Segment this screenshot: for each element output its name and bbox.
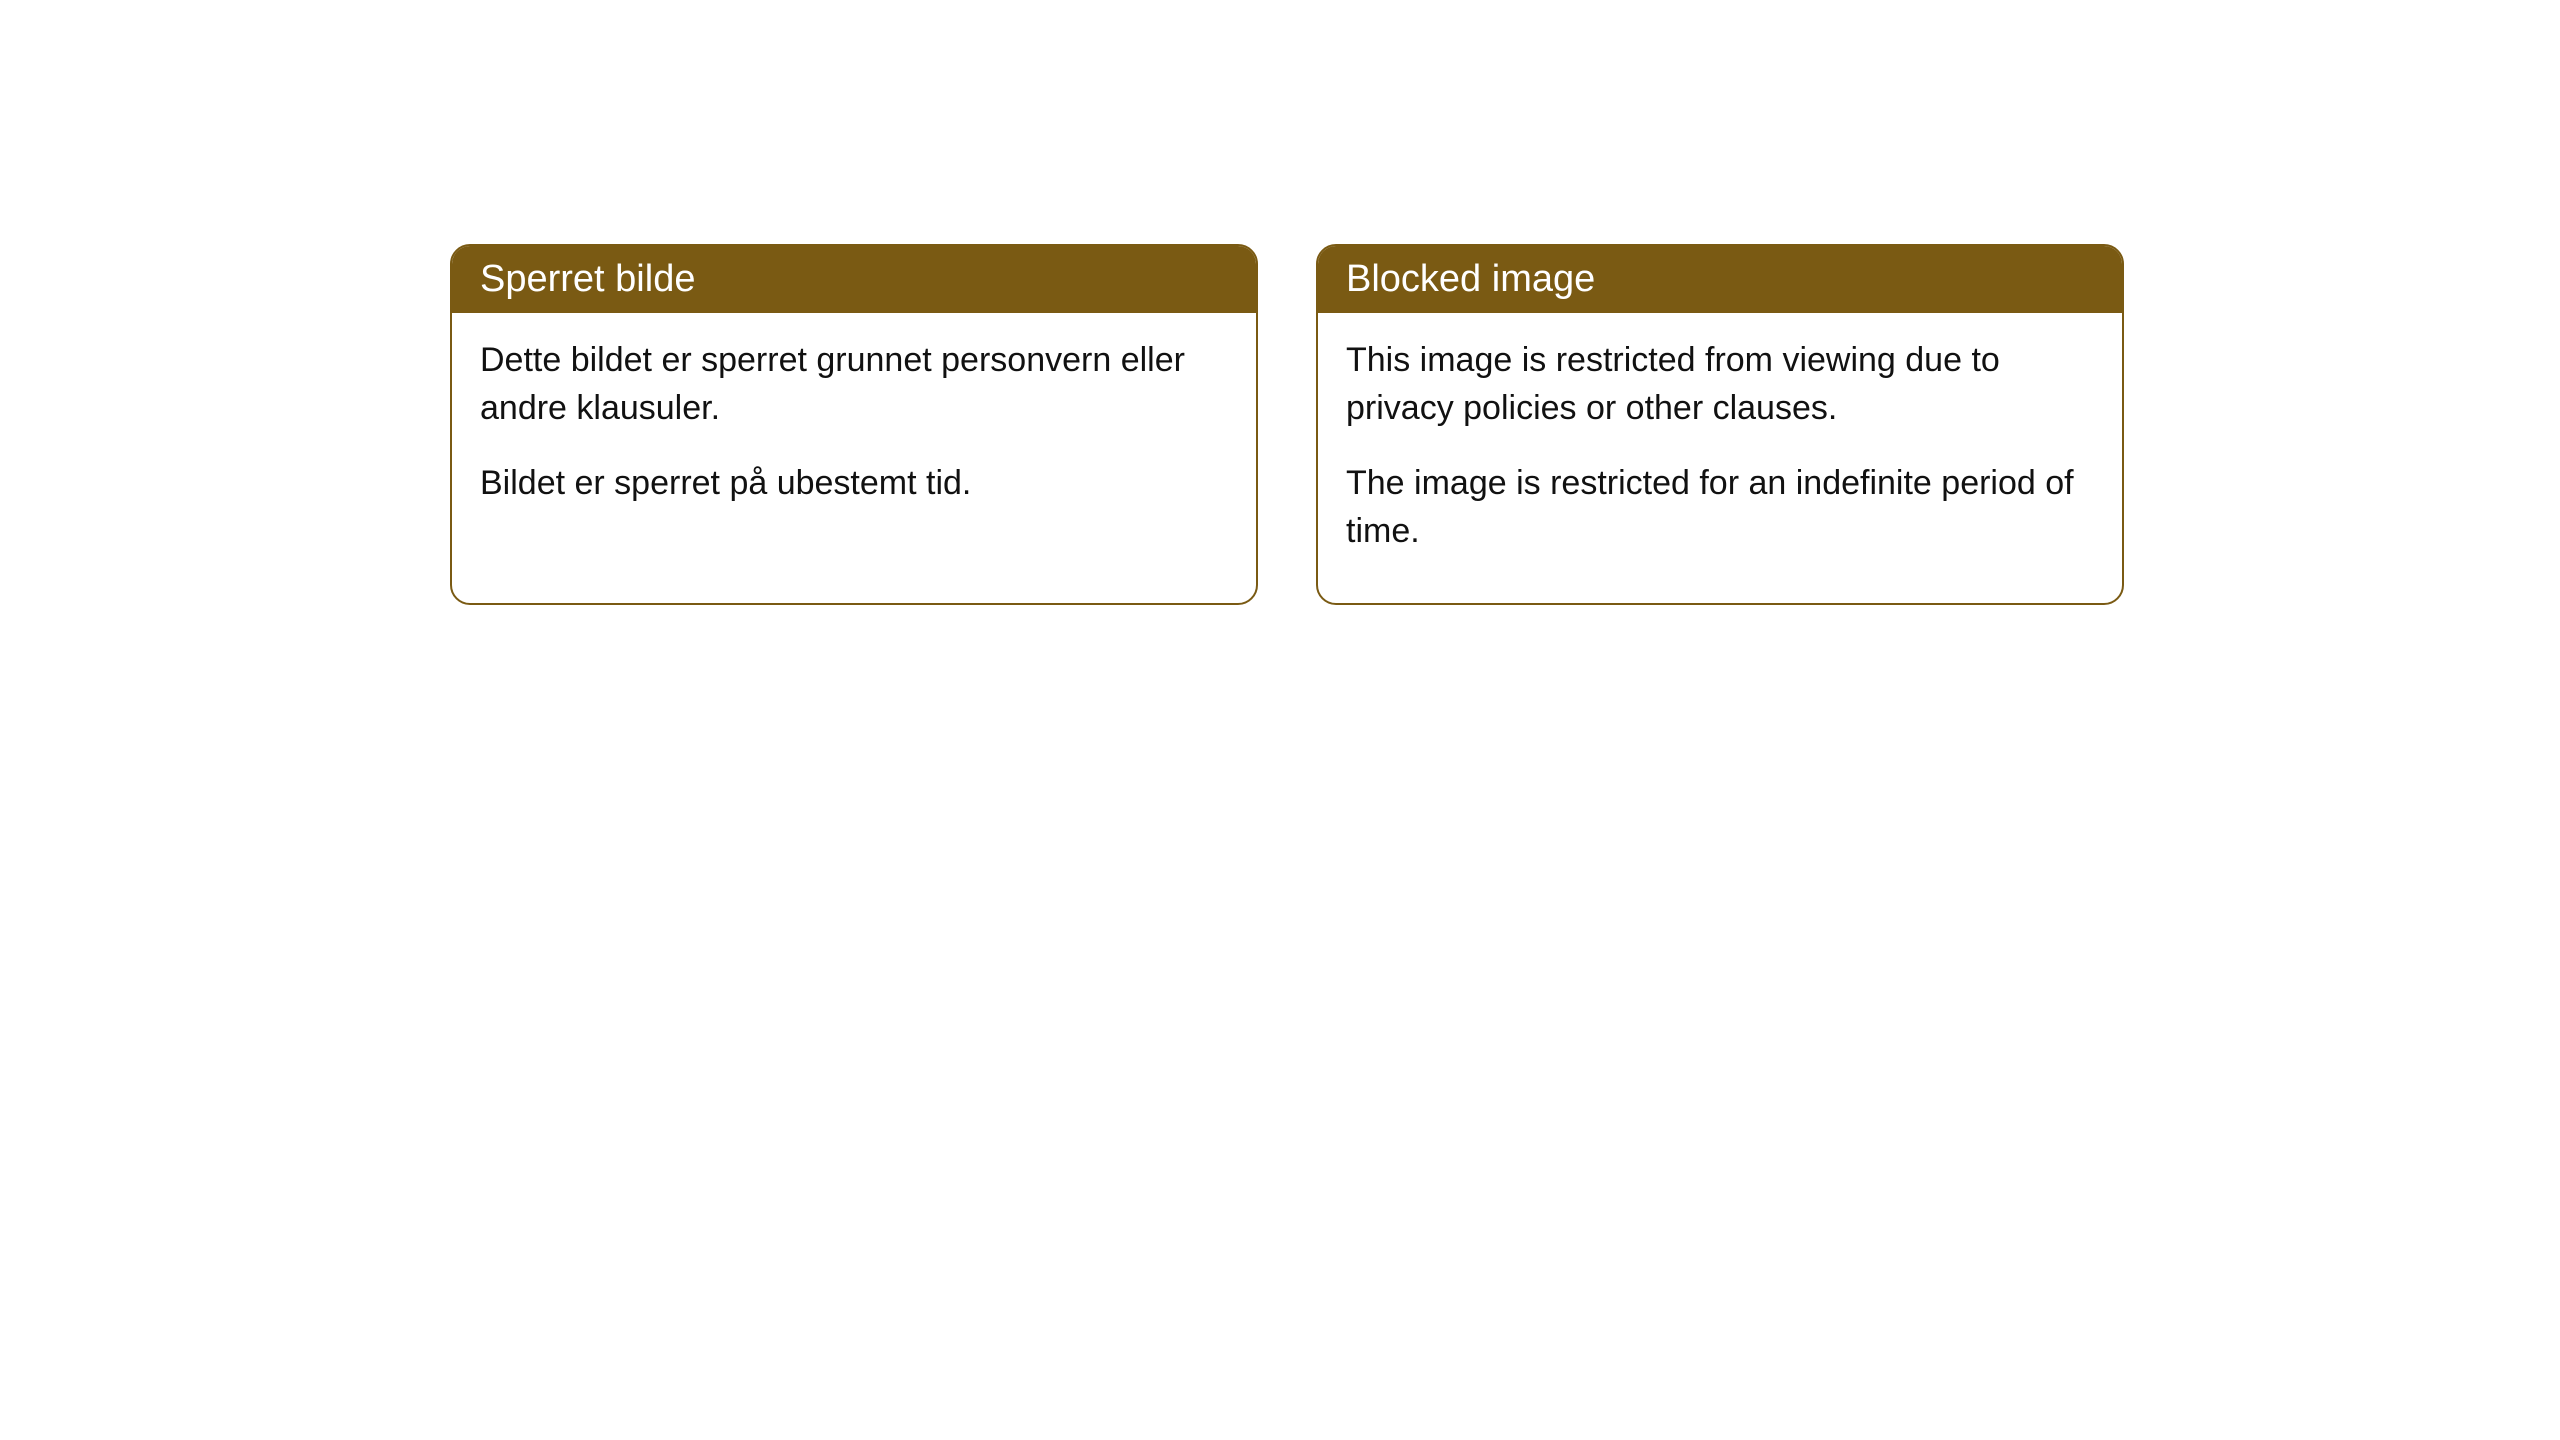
notice-cards-container: Sperret bilde Dette bildet er sperret gr… <box>450 244 2124 605</box>
card-header: Sperret bilde <box>452 246 1256 313</box>
card-body: This image is restricted from viewing du… <box>1318 313 2122 603</box>
card-paragraph: This image is restricted from viewing du… <box>1346 337 2094 432</box>
notice-card-norwegian: Sperret bilde Dette bildet er sperret gr… <box>450 244 1258 605</box>
card-paragraph: Bildet er sperret på ubestemt tid. <box>480 460 1228 508</box>
notice-card-english: Blocked image This image is restricted f… <box>1316 244 2124 605</box>
card-body: Dette bildet er sperret grunnet personve… <box>452 313 1256 556</box>
card-paragraph: The image is restricted for an indefinit… <box>1346 460 2094 555</box>
card-paragraph: Dette bildet er sperret grunnet personve… <box>480 337 1228 432</box>
card-header: Blocked image <box>1318 246 2122 313</box>
